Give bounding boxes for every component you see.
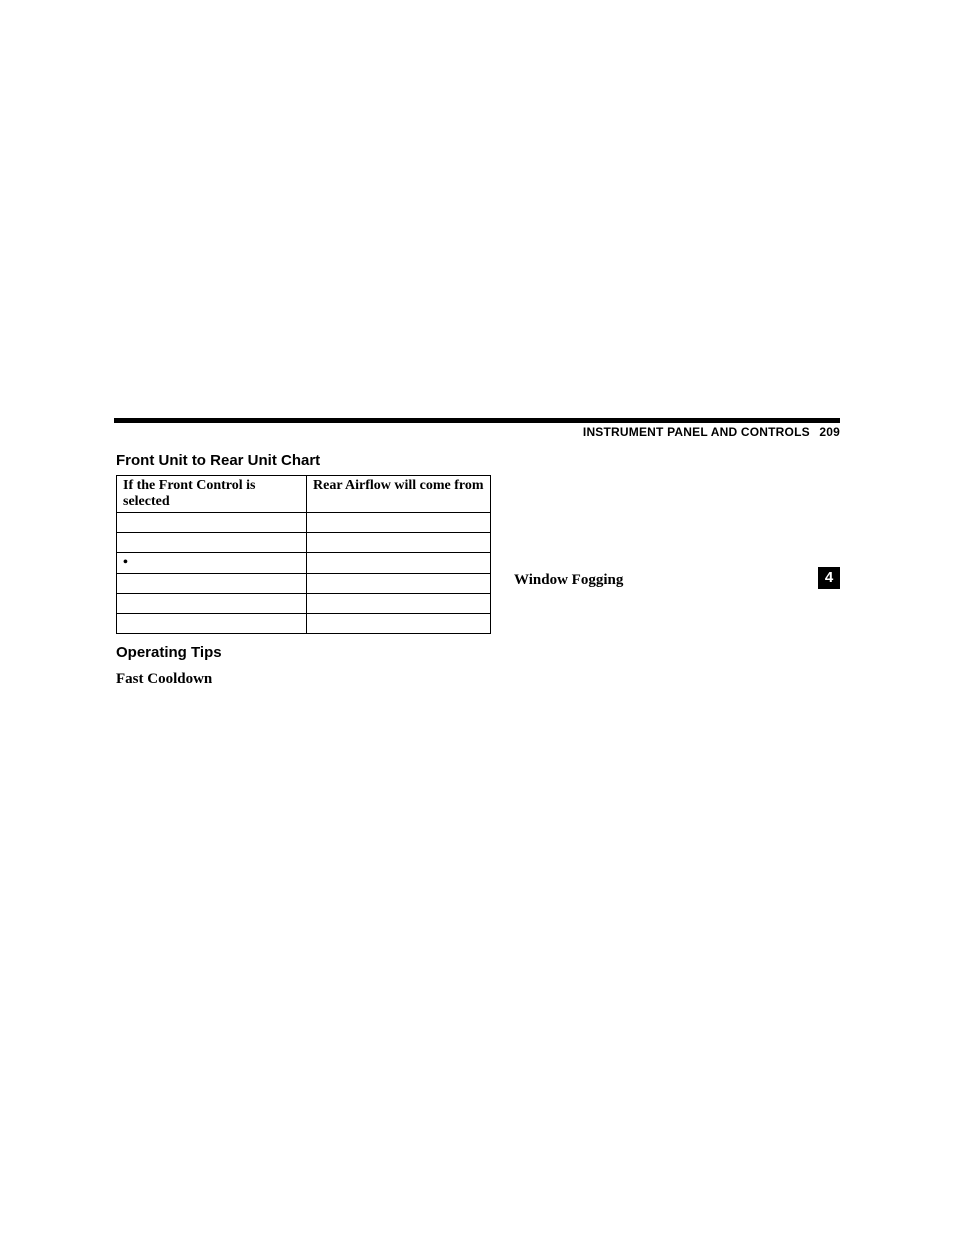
table-cell: [117, 594, 307, 614]
header-rule: [114, 418, 840, 423]
header-page-number: 209: [819, 425, 840, 439]
running-header: INSTRUMENT PANEL AND CONTROLS 209: [583, 425, 840, 439]
table-cell: •: [117, 553, 307, 574]
table-row: [117, 513, 491, 533]
front-rear-chart-table: If the Front Control is selected Rear Ai…: [116, 475, 491, 634]
table-header-row: If the Front Control is selected Rear Ai…: [117, 476, 491, 513]
header-section-title: INSTRUMENT PANEL AND CONTROLS: [583, 425, 810, 439]
table-header-col1: If the Front Control is selected: [117, 476, 307, 513]
section-tab: 4: [818, 567, 840, 589]
table-cell: [307, 574, 491, 594]
table-cell: [117, 574, 307, 594]
chart-title: Front Unit to Rear Unit Chart: [116, 452, 490, 469]
table-row: [117, 574, 491, 594]
table-cell: [307, 594, 491, 614]
table-cell: [307, 553, 491, 574]
operating-tips-heading: Operating Tips: [116, 644, 490, 661]
table-row: [117, 594, 491, 614]
page: INSTRUMENT PANEL AND CONTROLS 209 Front …: [0, 0, 954, 1235]
table-cell: [307, 614, 491, 634]
left-column: Front Unit to Rear Unit Chart If the Fro…: [116, 452, 490, 688]
table-row: [117, 614, 491, 634]
table-cell: [117, 533, 307, 553]
table-row: •: [117, 553, 491, 574]
table-cell: [117, 614, 307, 634]
table-row: [117, 533, 491, 553]
table-cell: [307, 533, 491, 553]
window-fogging-heading: Window Fogging: [514, 572, 623, 589]
table-cell: [117, 513, 307, 533]
fast-cooldown-heading: Fast Cooldown: [116, 671, 490, 688]
table-cell: [307, 513, 491, 533]
table-header-col2: Rear Airflow will come from: [307, 476, 491, 513]
